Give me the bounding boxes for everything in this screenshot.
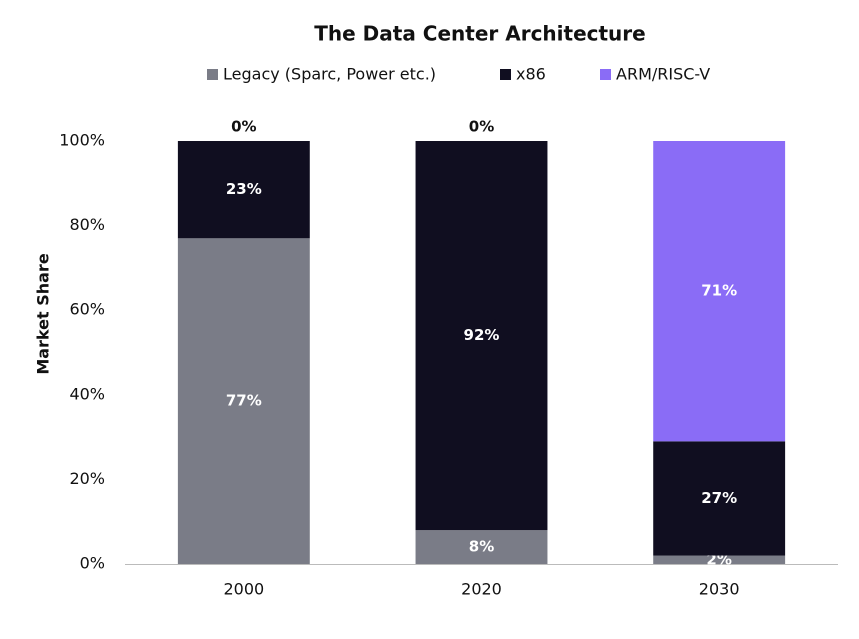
value-label: 92% [464, 326, 500, 344]
value-label: 0% [231, 118, 256, 136]
y-axis-label: Market Share [34, 253, 53, 374]
legend-swatch [207, 69, 218, 80]
bar-segment [653, 141, 786, 442]
value-label: 23% [226, 180, 262, 198]
y-tick-label: 60% [69, 300, 105, 319]
value-label: 27% [701, 489, 737, 507]
bar-segment [415, 530, 548, 564]
legend-label: Legacy (Sparc, Power etc.) [223, 65, 436, 84]
value-label: 0% [469, 118, 494, 136]
legend-swatch [600, 69, 611, 80]
y-tick-label: 0% [80, 554, 105, 573]
bar-segment [415, 141, 548, 531]
value-label: 8% [469, 538, 494, 556]
x-tick-label: 2000 [223, 580, 264, 599]
bar-segment [653, 555, 786, 564]
bar-segment [177, 141, 310, 239]
x-tick-label: 2020 [461, 580, 502, 599]
value-label: 71% [701, 282, 737, 300]
y-tick-label: 40% [69, 384, 105, 403]
x-tick-label: 2030 [699, 580, 740, 599]
bar-segment [653, 441, 786, 556]
y-tick-label: 100% [59, 131, 105, 150]
legend-label: ARM/RISC-V [616, 65, 710, 84]
chart-title: The Data Center Architecture [314, 22, 645, 46]
y-tick-label: 80% [69, 215, 105, 234]
legend-label: x86 [516, 65, 546, 84]
y-tick-label: 20% [69, 469, 105, 488]
bar-segment [177, 238, 310, 565]
legend-swatch [500, 69, 511, 80]
value-label: 77% [226, 392, 262, 410]
